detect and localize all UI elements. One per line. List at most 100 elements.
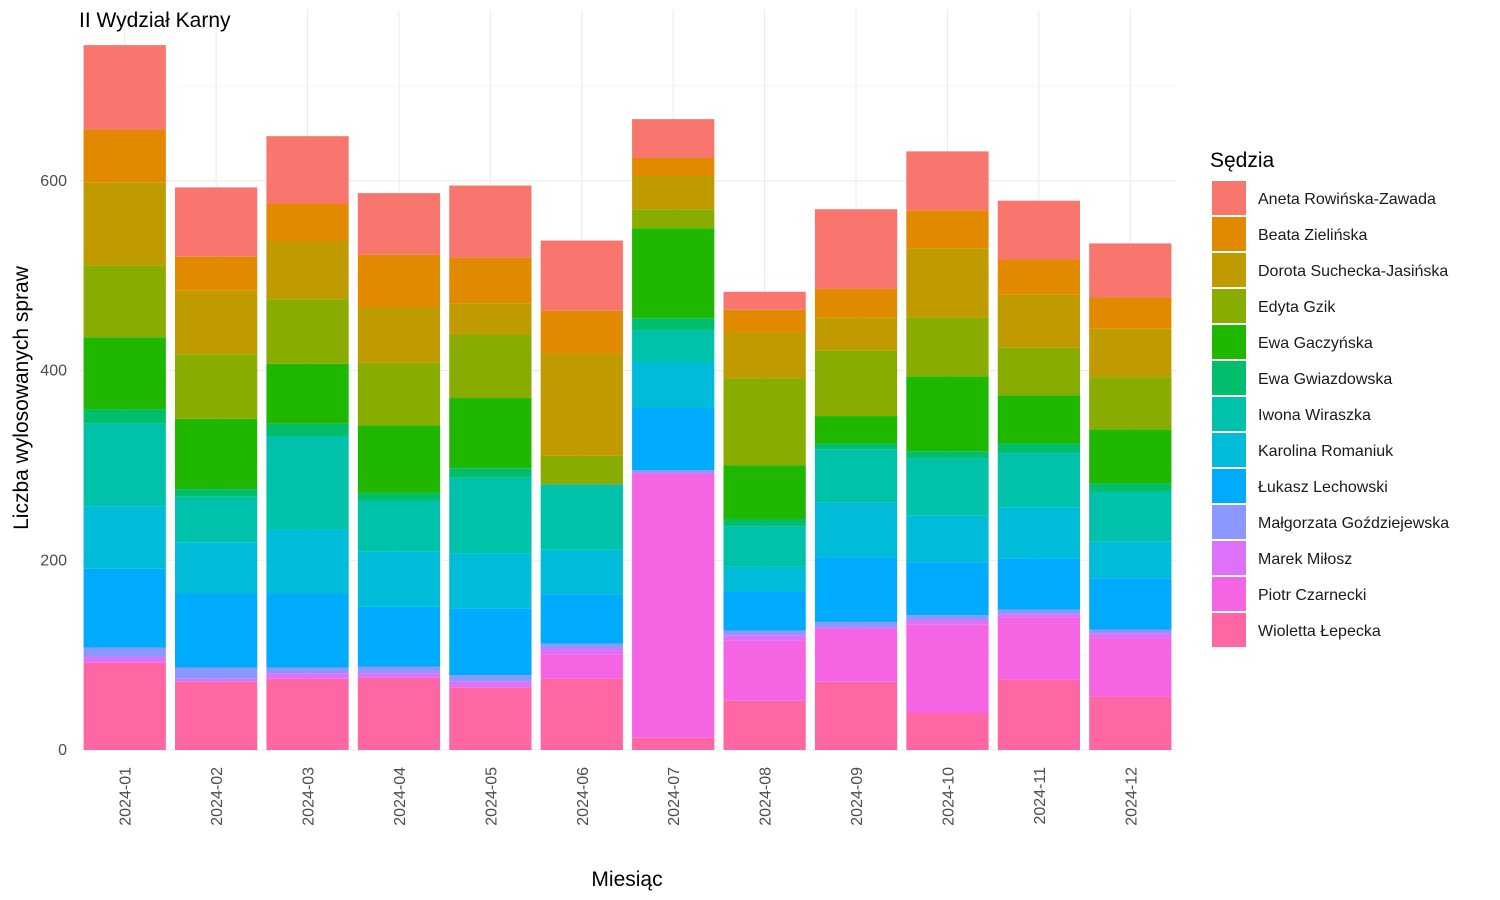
y-tick-label: 0: [58, 742, 67, 759]
x-tick-label: 2024-02: [209, 767, 226, 826]
bar-segment: [449, 675, 532, 682]
bar-segment: [83, 45, 166, 130]
bar-segment: [1089, 243, 1172, 298]
bar-segment: [83, 662, 166, 750]
legend-label: Wioletta Łepecka: [1258, 623, 1381, 640]
bar-stack-2024-07: [632, 119, 715, 750]
bar-segment: [357, 362, 441, 426]
bar-segment: [906, 151, 989, 211]
legend-label: Dorota Suchecka-Jasińska: [1258, 263, 1448, 280]
legend-item: Ewa Gwiazdowska: [1212, 361, 1392, 395]
chart-title: II Wydział Karny: [79, 9, 231, 32]
bar-segment: [906, 515, 989, 563]
bar-segment: [174, 496, 258, 543]
bar-segment: [357, 500, 441, 552]
legend-items: Aneta Rowińska-Zawada Beata Zielińska Doro…: [1212, 181, 1449, 647]
bar-segment: [266, 363, 349, 424]
bar-segment: [174, 418, 258, 490]
bar-segment: [266, 423, 349, 436]
legend-item: Beata Zielińska: [1212, 217, 1367, 251]
bar-segment: [174, 290, 258, 355]
bar-segment: [449, 681, 532, 688]
bar-segment: [997, 200, 1081, 260]
y-tick-label: 400: [40, 363, 67, 380]
bar-segment: [632, 228, 715, 319]
bar-segment: [632, 119, 715, 158]
bar-segment: [632, 330, 715, 362]
x-tick-label: 2024-03: [301, 767, 318, 826]
bar-segment: [814, 629, 898, 682]
bar-segment: [997, 609, 1081, 615]
bar-segment: [632, 470, 715, 473]
bar-segment: [814, 627, 898, 630]
y-tick-label: 600: [40, 173, 67, 190]
bar-segment: [83, 423, 166, 507]
bar-stack-2024-01: [83, 45, 166, 750]
bar-segment: [266, 529, 349, 594]
bar-stack-2024-08: [723, 291, 806, 750]
bar-stack-2024-03: [266, 136, 349, 750]
y-axis-title: Liczba wylosowanych spraw: [10, 265, 33, 530]
bar-segment: [357, 306, 441, 363]
bar-segment: [449, 477, 532, 554]
bar-segment: [449, 303, 532, 335]
bar-segment: [357, 425, 441, 493]
bar-segment: [814, 317, 898, 351]
bar-segment: [1089, 638, 1172, 697]
bar-segment: [997, 259, 1081, 295]
bar-segment: [632, 472, 715, 474]
legend-label: Aneta Rowińska-Zawada: [1258, 191, 1436, 208]
bar-segment: [997, 453, 1081, 508]
legend-label: Łukasz Lechowski: [1258, 479, 1388, 496]
legend-title: Sędzia: [1210, 149, 1275, 172]
bar-segment: [723, 640, 806, 701]
legend-label: Ewa Gwiazdowska: [1258, 371, 1392, 388]
bar-segment: [906, 317, 989, 377]
bar-segment: [997, 617, 1081, 680]
x-axis-title: Miesiąc: [591, 868, 662, 891]
x-tick-label: 2024-06: [575, 767, 592, 826]
bar-segment: [997, 294, 1081, 348]
bar-segment: [83, 657, 166, 663]
bar-segment: [540, 310, 623, 354]
bar-segment: [1089, 633, 1172, 639]
bar-stack-2024-05: [449, 185, 532, 750]
bar-segment: [997, 347, 1081, 396]
bar-segment: [540, 643, 623, 649]
legend-item: Iwona Wiraszka: [1212, 397, 1371, 431]
bar-segment: [357, 677, 441, 750]
legend-label: Piotr Czarnecki: [1258, 587, 1366, 604]
x-tick-label: 2024-11: [1032, 767, 1049, 825]
legend-swatch: [1212, 253, 1246, 287]
bar-segment: [1089, 297, 1172, 329]
bar-segment: [174, 187, 258, 257]
legend-item: Dorota Suchecka-Jasińska: [1212, 253, 1448, 287]
bar-segment: [906, 615, 989, 621]
bar-segment: [83, 182, 166, 266]
bar-segment: [632, 158, 715, 177]
legend-swatch: [1212, 433, 1246, 467]
legend-swatch: [1212, 217, 1246, 251]
legend-item: Ewa Gaczyńska: [1212, 325, 1373, 359]
legend-swatch: [1212, 397, 1246, 431]
bar-segment: [1089, 377, 1172, 430]
bar-segment: [266, 667, 349, 674]
bar-segment: [1089, 629, 1172, 634]
bar-segment: [357, 666, 441, 674]
bar-segment: [266, 678, 349, 750]
bar-segment: [814, 449, 898, 503]
x-tick-label: 2024-08: [758, 767, 775, 826]
bar-stack-2024-09: [814, 209, 898, 750]
x-axis-ticks: 2024-01 2024-02 2024-03 2024-04 2024-05 2024-…: [118, 767, 1141, 826]
bar-segment: [174, 542, 258, 594]
bar-segment: [997, 614, 1081, 618]
bar-segment: [723, 465, 806, 520]
legend-label: Edyta Gzik: [1258, 299, 1336, 316]
bar-segment: [906, 210, 989, 249]
bar-segment: [906, 451, 989, 459]
legend: Sędzia Aneta Rowińska-Zawada Beata Zieliń…: [1210, 149, 1449, 647]
bar-segment: [266, 593, 349, 668]
bar-segment: [449, 398, 532, 469]
legend-item: Edyta Gzik: [1212, 289, 1336, 323]
